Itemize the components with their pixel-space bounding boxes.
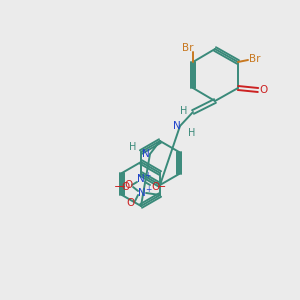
Text: H: H	[180, 106, 188, 116]
Text: O: O	[260, 85, 268, 95]
Text: N: N	[173, 121, 181, 131]
Text: N: N	[137, 174, 145, 184]
Text: +: +	[145, 184, 151, 194]
Text: +: +	[144, 170, 150, 179]
Text: N: N	[142, 149, 150, 159]
Text: O: O	[122, 182, 130, 192]
Text: −: −	[157, 182, 167, 192]
Text: O: O	[126, 198, 134, 208]
Text: N: N	[138, 188, 146, 198]
Text: −: −	[114, 182, 124, 192]
Text: H: H	[129, 142, 137, 152]
Text: Br: Br	[182, 43, 194, 53]
Text: O: O	[151, 182, 159, 192]
Text: −: −	[116, 182, 126, 192]
Text: O: O	[124, 180, 132, 190]
Text: Br: Br	[249, 54, 261, 64]
Text: H: H	[188, 128, 196, 138]
